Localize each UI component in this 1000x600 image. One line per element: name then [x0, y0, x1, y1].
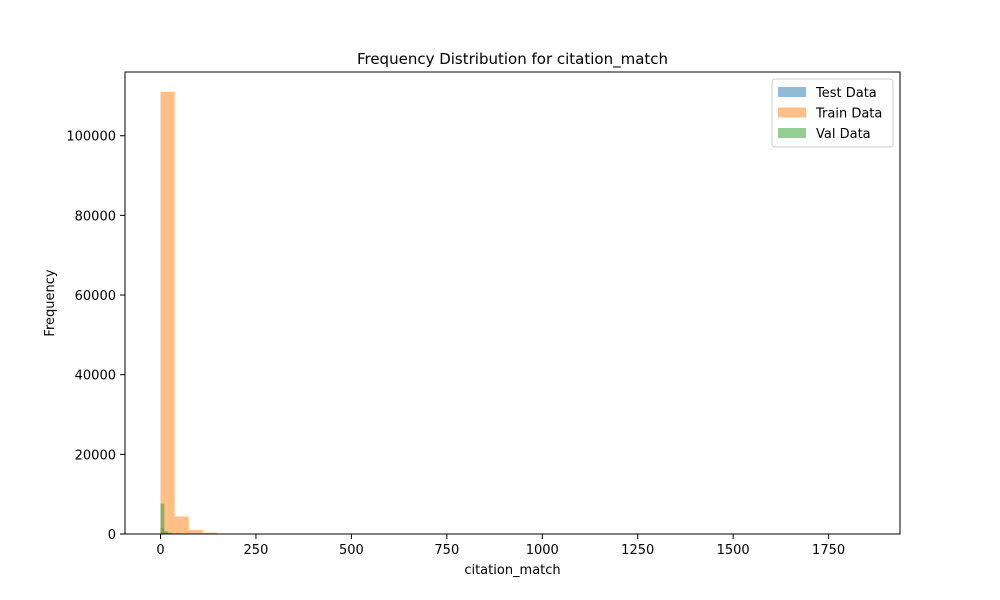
x-tick-label-6: 1500 — [717, 543, 750, 558]
legend: Test Data Train Data Val Data — [771, 78, 894, 148]
bar-val-data-1 — [164, 531, 169, 534]
bars-layer — [160, 91, 246, 535]
legend-label-0: Test Data — [815, 86, 877, 101]
x-tick-label-7: 1750 — [812, 543, 845, 558]
x-axis-ticks: 0 250 500 750 1000 1250 1500 1750 — [156, 534, 845, 558]
y-axis-label: Frequency — [43, 269, 58, 336]
y-tick-label-3: 60000 — [75, 289, 116, 304]
bar-val-data-2 — [168, 532, 172, 534]
legend-swatch-1 — [778, 107, 806, 118]
x-tick-label-2: 500 — [339, 543, 364, 558]
y-axis-ticks: 0 20000 40000 60000 80000 100000 — [66, 130, 125, 543]
legend-swatch-2 — [778, 128, 806, 138]
x-tick-label-5: 1250 — [621, 543, 654, 558]
y-tick-label-5: 100000 — [66, 130, 116, 145]
y-tick-label-1: 20000 — [75, 448, 116, 463]
bar-val-data-0 — [160, 503, 165, 534]
y-tick-label-4: 80000 — [75, 209, 116, 224]
x-axis-label: citation_match — [464, 563, 560, 578]
chart-title: Frequency Distribution for citation_matc… — [357, 50, 668, 69]
y-tick-label-2: 40000 — [75, 369, 116, 384]
y-tick-label-0: 0 — [108, 528, 116, 543]
x-tick-label-3: 750 — [434, 543, 459, 558]
legend-swatch-0 — [778, 87, 806, 97]
x-tick-label-4: 1000 — [526, 543, 559, 558]
legend-label-2: Val Data — [816, 127, 871, 142]
x-tick-label-0: 0 — [156, 543, 164, 558]
bar-train-data-2 — [188, 530, 203, 534]
bar-train-data-1 — [174, 516, 189, 534]
bar-train-data-3 — [202, 532, 218, 534]
plot-frame — [124, 71, 901, 535]
x-tick-label-1: 250 — [244, 543, 269, 558]
bar-train-data-0 — [160, 91, 175, 535]
legend-label-1: Train Data — [815, 107, 882, 122]
